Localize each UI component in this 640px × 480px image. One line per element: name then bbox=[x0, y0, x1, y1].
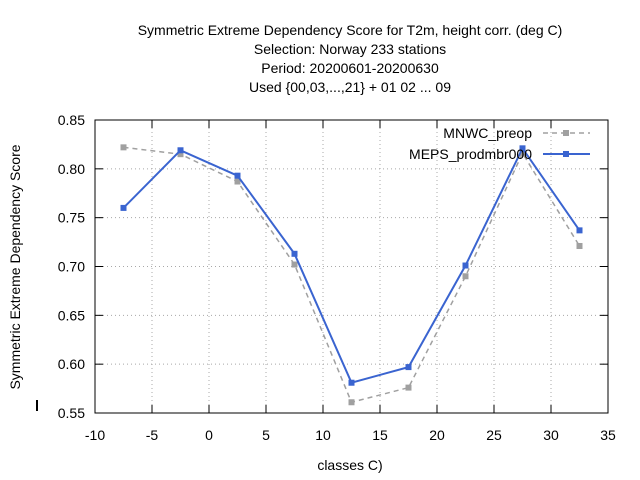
chart-title: Symmetric Extreme Dependency Score for T… bbox=[138, 22, 563, 95]
data-point bbox=[234, 178, 241, 185]
title-line: Symmetric Extreme Dependency Score for T… bbox=[138, 22, 563, 38]
data-point bbox=[405, 364, 412, 371]
y-tick-label: 0.65 bbox=[58, 307, 85, 323]
legend-label: MNWC_preop bbox=[443, 125, 532, 141]
data-point bbox=[348, 399, 355, 406]
x-tick-label: 10 bbox=[315, 427, 331, 443]
y-tick-label: 0.85 bbox=[58, 112, 85, 128]
y-tick-label: 0.60 bbox=[58, 356, 85, 372]
series-line bbox=[122, 146, 581, 384]
x-tick-label: 30 bbox=[543, 427, 559, 443]
x-tick-label: -10 bbox=[85, 427, 105, 443]
title-line: Period: 20200601-20200630 bbox=[261, 60, 439, 76]
data-point bbox=[462, 273, 469, 280]
data-point bbox=[348, 379, 355, 386]
data-point bbox=[519, 150, 526, 157]
data-point bbox=[291, 250, 298, 257]
data-point bbox=[462, 262, 469, 269]
title-line: Selection: Norway 233 stations bbox=[254, 41, 446, 57]
x-tick-label: 20 bbox=[429, 427, 445, 443]
data-point bbox=[576, 227, 583, 234]
axis-ticks: -10 -5 0 5 10 15 20 25 30 35 0.55 0.60 0.65 0.70 0.75 0… bbox=[58, 112, 616, 443]
data-point bbox=[120, 204, 127, 211]
y-tick-label: 0.80 bbox=[58, 161, 85, 177]
series-lines bbox=[120, 144, 583, 406]
x-tick-label: 15 bbox=[372, 427, 388, 443]
x-axis-label: classes C) bbox=[317, 457, 382, 473]
x-tick-label: 25 bbox=[486, 427, 502, 443]
data-point bbox=[120, 144, 127, 151]
grid bbox=[95, 120, 608, 413]
legend-marker bbox=[563, 151, 569, 157]
x-tick-label: -5 bbox=[146, 427, 159, 443]
legend: MNWC_preop MEPS_prodmbr000 bbox=[409, 125, 590, 162]
title-line: Used {00,03,...,21} + 01 02 ... 09 bbox=[249, 79, 451, 95]
data-point bbox=[177, 151, 184, 158]
y-tick-label: 0.55 bbox=[58, 405, 85, 421]
x-tick-label: 35 bbox=[600, 427, 616, 443]
y-axis-label: Symmetric Extreme Dependency Score bbox=[7, 144, 23, 389]
data-point bbox=[405, 384, 412, 391]
x-tick-label: 5 bbox=[262, 427, 270, 443]
data-point bbox=[291, 261, 298, 268]
data-point bbox=[576, 242, 583, 249]
y-tick-label: 0.75 bbox=[58, 210, 85, 226]
data-point bbox=[519, 145, 526, 152]
x-tick-label: 0 bbox=[205, 427, 213, 443]
y-tick-label: 0.70 bbox=[58, 259, 85, 275]
data-point bbox=[234, 172, 241, 179]
data-point bbox=[177, 147, 184, 154]
legend-marker bbox=[563, 130, 569, 136]
legend-label: MEPS_prodmbr000 bbox=[409, 146, 532, 162]
